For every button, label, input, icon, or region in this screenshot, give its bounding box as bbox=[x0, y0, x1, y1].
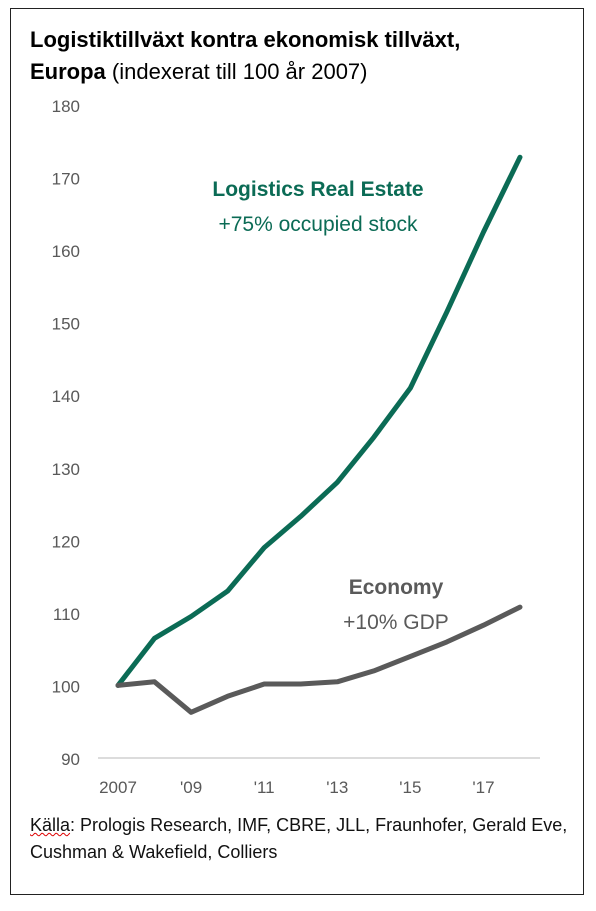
chart-title: Logistiktillväxt kontra ekonomisk tillvä… bbox=[30, 24, 570, 88]
chart-frame bbox=[10, 8, 584, 895]
y-axis-ticks: 90 100 110 120 130 140 150 160 170 180 bbox=[52, 97, 80, 769]
y-tick-label: 110 bbox=[53, 605, 80, 624]
economy-series-line bbox=[115, 604, 523, 715]
logistics-series-name: Logistics Real Estate bbox=[212, 178, 423, 201]
y-tick-label: 130 bbox=[52, 460, 80, 479]
x-tick-label: 2007 bbox=[99, 778, 137, 797]
economy-series-annotation: +10% GDP bbox=[343, 611, 449, 634]
y-tick-label: 140 bbox=[52, 387, 80, 406]
economy-series-name: Economy bbox=[349, 576, 444, 599]
series-annotations: Logistics Real Estate +75% occupied stock… bbox=[212, 178, 448, 634]
x-tick-label: '15 bbox=[399, 778, 421, 797]
logistics-series-line bbox=[115, 154, 523, 688]
y-tick-label: 150 bbox=[52, 315, 80, 334]
x-tick-label: '09 bbox=[180, 778, 202, 797]
x-tick-label: '17 bbox=[472, 778, 494, 797]
chart-title-region: Europa bbox=[30, 59, 106, 84]
logistics-series-annotation: +75% occupied stock bbox=[218, 213, 418, 236]
chart-title-main: Logistiktillväxt kontra ekonomisk tillvä… bbox=[30, 27, 461, 52]
series-lines bbox=[115, 154, 523, 715]
x-tick-label: '11 bbox=[254, 778, 275, 797]
x-tick-label: '13 bbox=[326, 778, 348, 797]
source-prefix: Källa bbox=[30, 815, 71, 835]
y-tick-label: 90 bbox=[61, 750, 80, 769]
y-tick-label: 160 bbox=[52, 242, 80, 261]
source-text: : Prologis Research, IMF, CBRE, JLL, Fra… bbox=[30, 815, 568, 862]
x-axis-ticks: 2007 '09 '11 '13 '15 '17 bbox=[99, 778, 494, 797]
y-tick-label: 180 bbox=[52, 97, 80, 116]
y-tick-label: 100 bbox=[52, 677, 80, 696]
source-note: Källa: Prologis Research, IMF, CBRE, JLL… bbox=[30, 812, 570, 866]
y-tick-label: 120 bbox=[52, 532, 80, 551]
chart-subtitle: (indexerat till 100 år 2007) bbox=[105, 59, 368, 84]
y-tick-label: 170 bbox=[52, 170, 80, 189]
